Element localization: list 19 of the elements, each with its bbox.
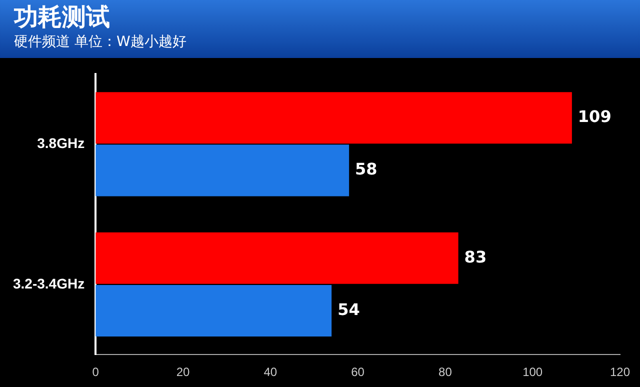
x-tick-label: 120: [610, 365, 630, 380]
y-tick-label: 3.2-3.4GHz: [12, 275, 85, 292]
data-label: 109: [578, 107, 612, 126]
x-tick-label: 60: [351, 365, 365, 380]
x-tick-label: 20: [176, 365, 190, 380]
chart-title: 功耗测试: [14, 2, 111, 32]
x-tick-label: 100: [522, 365, 543, 380]
x-tick-label: 0: [92, 365, 100, 380]
bar: [96, 232, 458, 284]
data-label: 54: [338, 300, 360, 319]
bar: [96, 92, 572, 144]
data-label: 83: [464, 247, 487, 266]
data-label: 58: [355, 160, 378, 179]
x-tick-label: 40: [264, 365, 278, 380]
bar: [96, 284, 332, 337]
y-tick-label: 3.8GHz: [37, 135, 85, 152]
x-tick-label: 80: [438, 365, 452, 380]
chart-subtitle: 硬件频道 单位：W越小越好: [14, 33, 188, 52]
bar: [96, 144, 350, 196]
